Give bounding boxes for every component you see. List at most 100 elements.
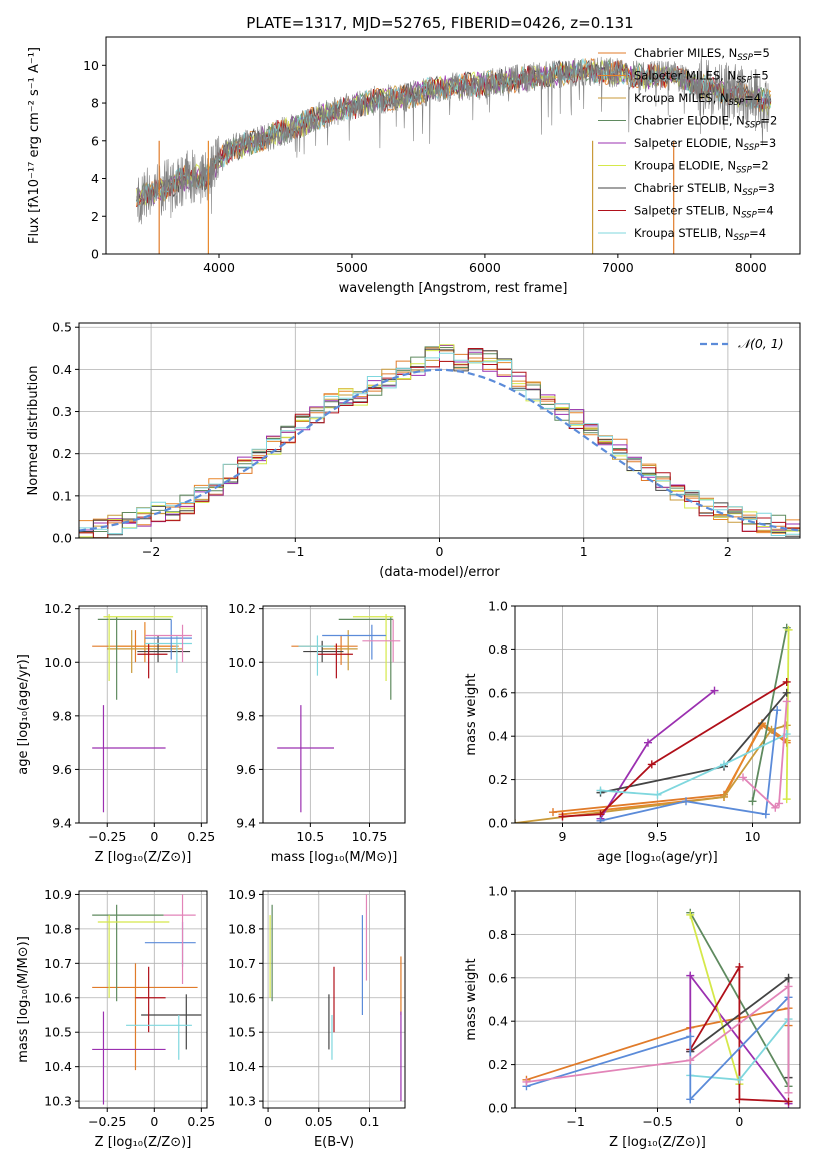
panel-ageMass: 10.5 10.75 9.4 9.6 9.8 10.0 10.2 mass [log₁₀(M/… xyxy=(228,601,406,865)
x-axis-label: mass [log₁₀(M/M⊙)] xyxy=(271,850,398,865)
panel-massEbv: 0 0.05 0.1 10.3 10.4 10.5 10.6 10.7 10.8 10.9 E(B-… xyxy=(228,887,406,1150)
x-tick-label: 1 xyxy=(580,544,588,559)
plot-area xyxy=(92,894,202,1105)
y-tick-label: 6 xyxy=(91,133,99,148)
x-tick-label: 9 xyxy=(559,829,567,844)
x-tick-label: 0.25 xyxy=(187,1114,215,1129)
weight-point-marker xyxy=(784,1088,793,1097)
y-tick-label: 10.9 xyxy=(44,887,72,902)
x-tick-label: 4000 xyxy=(203,260,235,275)
x-tick-label: 0.1 xyxy=(360,1114,380,1129)
y-tick-label: 0.5 xyxy=(52,320,72,335)
y-tick-label: 10.5 xyxy=(44,1025,72,1040)
y-tick-label: 9.4 xyxy=(52,816,72,831)
y-tick-label: 10.4 xyxy=(228,1059,256,1074)
weight-point-marker xyxy=(522,1077,531,1086)
y-tick-label: 0.0 xyxy=(488,816,508,831)
y-tick-label: 0.3 xyxy=(52,404,72,419)
y-tick-label: 8 xyxy=(91,96,99,111)
x-tick-label: 2 xyxy=(724,544,732,559)
y-tick-label: 9.4 xyxy=(236,816,256,831)
figure-title: PLATE=1317, MJD=52765, FIBERID=0426, z=0… xyxy=(246,14,633,32)
y-tick-label: 10.8 xyxy=(228,921,256,936)
y-tick-label: 9.8 xyxy=(236,708,256,723)
weight-series-line xyxy=(562,681,788,818)
weight-point-marker xyxy=(761,810,770,819)
y-tick-label: 10.8 xyxy=(44,921,72,936)
legend-entry: Chabrier ELODIE, NSSP=2 xyxy=(634,114,777,131)
x-tick-label: 10 xyxy=(745,829,761,844)
x-tick-label: 7000 xyxy=(602,260,634,275)
y-tick-label: 10.7 xyxy=(228,956,256,971)
weight-point-marker xyxy=(784,982,793,991)
weight-point-marker xyxy=(782,688,791,697)
legend-entry: Salpeter ELODIE, NSSP=3 xyxy=(634,136,776,153)
legend-entry: 𝒩(0, 1) xyxy=(738,336,784,351)
y-tick-label: 10 xyxy=(83,58,99,73)
plot-area xyxy=(269,894,402,1102)
panel-resid: −2 −1 0 1 2 0.0 0.1 0.2 0.3 0.4 0.5 (data-model)/er… xyxy=(26,320,801,580)
y-tick-label: 0.8 xyxy=(488,927,508,942)
y-tick-label: 4 xyxy=(91,171,99,186)
x-axis-label: Z [log₁₀(Z/Z⊙)] xyxy=(95,850,192,865)
y-axis-label: Normed distribution xyxy=(26,366,41,496)
panel-spectrum: 4000 5000 6000 7000 8000 0 2 4 6 8 10 wavelength [A… xyxy=(27,36,801,296)
y-tick-label: 0 xyxy=(91,247,99,262)
plot-area xyxy=(277,614,401,813)
x-tick-label: 9.5 xyxy=(648,829,668,844)
weight-point-marker xyxy=(558,812,567,821)
y-tick-label: 9.6 xyxy=(52,762,72,777)
weight-point-marker xyxy=(771,803,780,812)
x-tick-label: 0.05 xyxy=(305,1114,333,1129)
y-tick-label: 9.8 xyxy=(52,708,72,723)
panel-wZ: −1 −0.5 0 0.0 0.2 0.4 0.6 0.8 1.0 Z [log₁₀(Z/Z⊙)]… xyxy=(464,884,801,1150)
weight-point-marker xyxy=(748,797,757,806)
weight-series-line xyxy=(600,733,788,796)
y-tick-label: 10.5 xyxy=(228,1025,256,1040)
panel-ageZ: −0.25 0 0.25 9.4 9.6 9.8 10.0 10.2 Z [log₁₀(Z/Z⊙… xyxy=(16,601,215,865)
weight-point-marker xyxy=(720,792,728,801)
y-tick-label: 0.1 xyxy=(52,488,72,503)
weight-series-line xyxy=(526,996,790,1102)
y-tick-label: 0.0 xyxy=(52,531,72,546)
y-tick-label: 1.0 xyxy=(488,884,508,899)
weight-point-marker xyxy=(782,677,791,686)
weight-point-marker xyxy=(653,790,662,799)
weight-point-marker xyxy=(735,1075,744,1084)
normal-reference-curve xyxy=(79,368,800,532)
y-tick-label: 10.9 xyxy=(228,887,256,902)
x-tick-label: 8000 xyxy=(735,260,767,275)
x-tick-label: −0.25 xyxy=(88,829,126,844)
y-tick-label: 10.6 xyxy=(44,990,72,1005)
weight-point-marker xyxy=(686,910,695,919)
x-tick-label: 0 xyxy=(150,1114,158,1129)
axes-frame xyxy=(78,890,208,1109)
weight-point-marker xyxy=(784,625,793,634)
weight-point-marker xyxy=(686,1032,695,1041)
x-tick-label: −1 xyxy=(566,1114,584,1129)
weight-point-marker xyxy=(720,760,728,769)
legend-entry: Chabrier MILES, NSSP=5 xyxy=(634,46,770,63)
weight-point-marker xyxy=(549,808,557,817)
residual-histogram xyxy=(79,344,800,538)
y-tick-label: 10.2 xyxy=(228,601,256,616)
weight-series-line xyxy=(515,724,787,823)
y-tick-label: 0.2 xyxy=(488,1057,508,1072)
axes-frame xyxy=(262,605,406,824)
y-axis-label: mass weight xyxy=(464,673,479,755)
y-tick-label: 10.2 xyxy=(44,601,72,616)
weight-point-marker xyxy=(735,1095,744,1104)
legend-entry: Salpeter MILES, NSSP=5 xyxy=(634,69,769,86)
x-axis-label: Z [log₁₀(Z/Z⊙)] xyxy=(609,1135,706,1150)
axes-frame xyxy=(78,605,208,824)
y-tick-label: 10.0 xyxy=(228,655,256,670)
weight-series-line xyxy=(742,701,788,810)
x-axis-label: Z [log₁₀(Z/Z⊙)] xyxy=(95,1135,192,1150)
y-tick-label: 0.4 xyxy=(488,729,508,744)
panel-massZ: −0.25 0 0.25 10.3 10.4 10.5 10.6 10.7 10.8 10.9 Z … xyxy=(16,887,215,1150)
plot-area xyxy=(136,56,772,254)
residual-histogram xyxy=(79,348,800,538)
weight-series-line xyxy=(600,710,779,822)
weight-point-marker xyxy=(735,962,744,971)
